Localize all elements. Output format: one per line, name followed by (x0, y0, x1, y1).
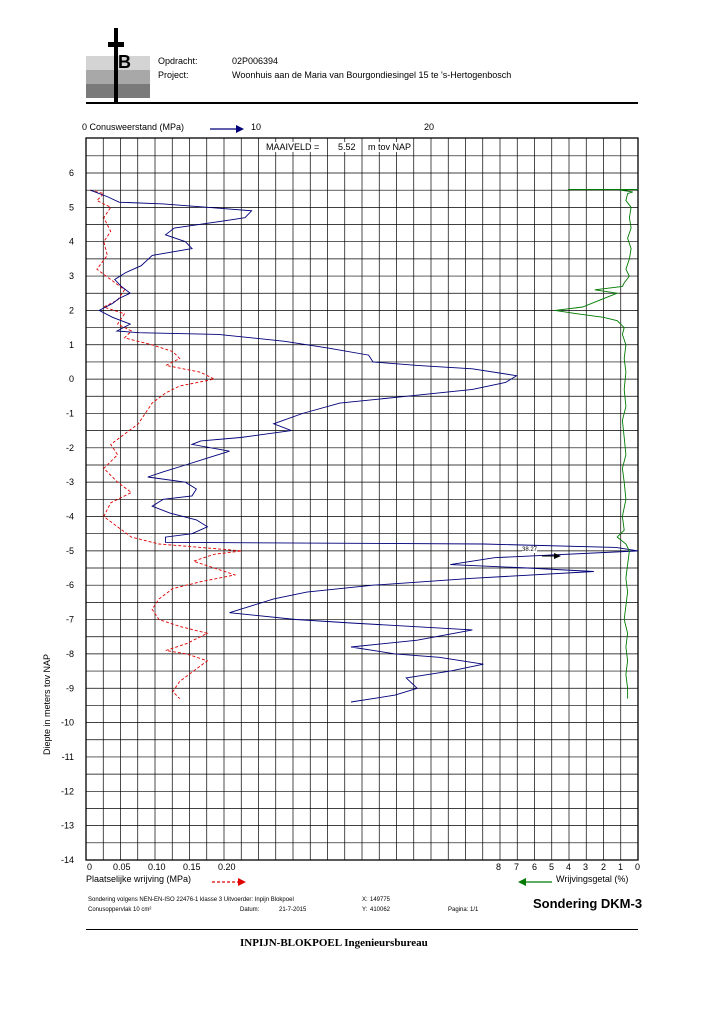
project-label: Project: (158, 70, 189, 80)
depth-tick-label: -5 (66, 546, 74, 556)
friction-ratio-line (554, 189, 633, 699)
depth-tick-label: -1 (66, 408, 74, 418)
peak-arrow-icon (542, 547, 562, 565)
svg-text:B: B (118, 52, 131, 72)
ratio-tick-8: 8 (496, 862, 502, 872)
depth-ticks: 6 5 4 3 2 1 0 -1 -2 -3 -4 -5 -6 -7 -8 -9 -10 -11 -12 -13 -14 (61, 168, 74, 865)
ratio-tick-2: 2 (601, 862, 607, 872)
ratio-tick-0: 0 (635, 862, 641, 872)
depth-tick-label: -12 (61, 786, 74, 796)
footer-x-label: X: (362, 897, 368, 903)
footer-x-value: 149775 (370, 897, 391, 903)
depth-tick-label: -4 (66, 512, 74, 522)
footer-y-label: Y: (362, 907, 368, 913)
footer-y-value: 410062 (370, 907, 391, 913)
footer-datum-value: 21-7-2015 (279, 907, 307, 913)
footer-norm-line: Sondering volgens NEN-EN-ISO 22476-1 kla… (88, 897, 294, 903)
company-logo: B (86, 28, 150, 104)
ratio-tick-5: 5 (549, 862, 555, 872)
friction-tick-020: 0.20 (218, 862, 236, 872)
maaiveld-value: 5.52 (336, 142, 358, 152)
depth-tick-label: -13 (61, 821, 74, 831)
ratio-arrow-icon (518, 874, 554, 892)
project-value: Woonhuis aan de Maria van Bourgondiesing… (232, 70, 512, 80)
cone-arrow-icon (210, 121, 244, 139)
sounding-title: Sondering DKM-3 (533, 896, 643, 911)
friction-tick-010: 0.10 (148, 862, 166, 872)
cone-tick-20: 20 (424, 122, 435, 132)
ratio-tick-1: 1 (618, 862, 624, 872)
company-name: INPIJN-BLOKPOEL Ingenieursbureau (240, 937, 428, 949)
cone-resistance-line (90, 189, 639, 703)
depth-tick-label: -7 (66, 615, 74, 625)
depth-tick-label: 2 (69, 305, 74, 315)
depth-axis-label: Diepte in meters tov NAP (42, 653, 52, 755)
depth-tick-label: 6 (69, 168, 74, 178)
depth-tick-label: -6 (66, 580, 74, 590)
chart-grid (85, 137, 639, 861)
footer-rule (86, 929, 638, 930)
ratio-tick-7: 7 (514, 862, 520, 872)
depth-tick-label: 0 (69, 374, 74, 384)
ratio-axis-label: Wrijvingsgetal (%) (556, 874, 629, 884)
friction-tick-005: 0.05 (113, 862, 131, 872)
friction-tick-015: 0.15 (183, 862, 201, 872)
maaiveld-label: MAAIVELD = (264, 142, 322, 152)
peak-annotation: 38.27 (522, 547, 538, 553)
ratio-tick-3: 3 (583, 862, 589, 872)
opdracht-value: 02P006394 (232, 56, 279, 66)
depth-tick-label: -11 (62, 752, 74, 762)
ratio-tick-6: 6 (532, 862, 538, 872)
friction-line (89, 189, 242, 699)
maaiveld-unit: m tov NAP (366, 142, 414, 152)
depth-tick-label: -9 (66, 683, 74, 693)
depth-tick-label: -8 (66, 649, 74, 659)
depth-tick-label: -14 (61, 855, 74, 865)
depth-tick-label: -3 (66, 477, 74, 487)
depth-tick-label: -10 (61, 718, 74, 728)
depth-tick-label: 3 (69, 271, 74, 281)
footer-cone-area: Conusoppervlak 10 cm² (88, 907, 152, 913)
depth-tick-label: 4 (69, 237, 74, 247)
opdracht-label: Opdracht: (158, 56, 198, 66)
cone-tick-10: 10 (251, 122, 262, 132)
depth-tick-label: 1 (69, 340, 74, 350)
footer-page: Pagina: 1/1 (448, 907, 479, 913)
friction-axis-label: Plaatselijke wrijving (MPa) (86, 874, 192, 884)
header-rule (86, 102, 638, 104)
depth-tick-label: -2 (66, 443, 74, 453)
friction-arrow-icon (212, 874, 248, 892)
depth-tick-label: 5 (69, 202, 74, 212)
ratio-tick-4: 4 (566, 862, 572, 872)
cone-axis-label: 0 Conusweerstand (MPa) (82, 122, 185, 132)
footer-datum-label: Datum: (240, 907, 260, 913)
friction-tick-0: 0 (87, 862, 93, 872)
